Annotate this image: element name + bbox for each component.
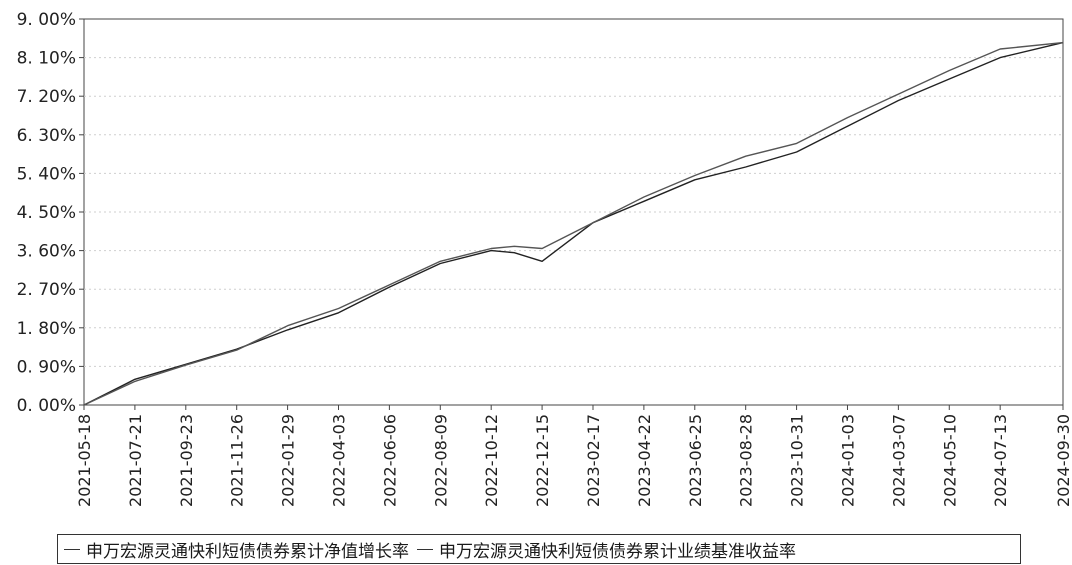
legend-swatch-nav: [64, 548, 80, 550]
x-tick-label: 2021-09-23: [177, 414, 196, 507]
x-tick-label: 2022-06-06: [380, 414, 399, 507]
legend-swatch-benchmark: [417, 548, 433, 550]
x-tick-label: 2024-05-10: [940, 414, 959, 507]
x-tick-label: 2023-06-25: [686, 414, 705, 507]
x-tick-label: 2022-08-09: [431, 414, 450, 507]
x-tick-label: 2024-07-13: [991, 414, 1010, 507]
series-line-benchmark: [83, 41, 1064, 406]
y-tick-label: 8. 10%: [17, 49, 76, 69]
x-tick-label: 2021-11-26: [228, 414, 247, 507]
y-tick-label: 4. 50%: [17, 203, 76, 223]
legend-item-nav: 申万宏源灵通快利短债债券累计净值增长率: [64, 537, 409, 562]
legend-item-benchmark: 申万宏源灵通快利短债债券累计业绩基准收益率: [417, 537, 796, 562]
x-tick-label: 2022-10-12: [482, 414, 501, 507]
legend-label-nav: 申万宏源灵通快利短债债券累计净值增长率: [86, 541, 409, 562]
y-tick-label: 3. 60%: [17, 242, 76, 262]
y-tick-label: 2. 70%: [17, 280, 76, 300]
x-tick-label: 2021-07-21: [126, 414, 145, 507]
x-tick-label: 2024-03-07: [889, 414, 908, 507]
y-tick-label: 9. 00%: [17, 10, 76, 30]
legend: 申万宏源灵通快利短债债券累计净值增长率 申万宏源灵通快利短债债券累计业绩基准收益…: [57, 534, 1021, 564]
x-tick-label: 2024-09-30: [1054, 414, 1072, 507]
y-tick-label: 0. 00%: [17, 396, 76, 416]
y-tick-label: 0. 90%: [17, 357, 76, 377]
x-tick-label: 2023-08-28: [737, 414, 756, 507]
legend-label-benchmark: 申万宏源灵通快利短债债券累计业绩基准收益率: [439, 541, 796, 562]
x-tick-label: 2022-01-29: [279, 414, 298, 507]
series-line-nav: [83, 41, 1064, 406]
x-tick-label: 2023-02-17: [584, 414, 603, 507]
x-tick-label: 2022-12-15: [533, 414, 552, 507]
y-tick-label: 6. 30%: [17, 126, 76, 146]
x-tick-label: 2024-01-03: [838, 414, 857, 507]
y-tick-label: 7. 20%: [17, 87, 76, 107]
x-tick-label: 2022-04-03: [329, 414, 348, 507]
x-tick-label: 2023-10-31: [788, 414, 807, 507]
x-tick-label: 2023-04-22: [635, 414, 654, 507]
y-tick-label: 5. 40%: [17, 164, 76, 184]
x-tick-label: 2021-05-18: [75, 414, 94, 507]
y-tick-label: 1. 80%: [17, 319, 76, 339]
